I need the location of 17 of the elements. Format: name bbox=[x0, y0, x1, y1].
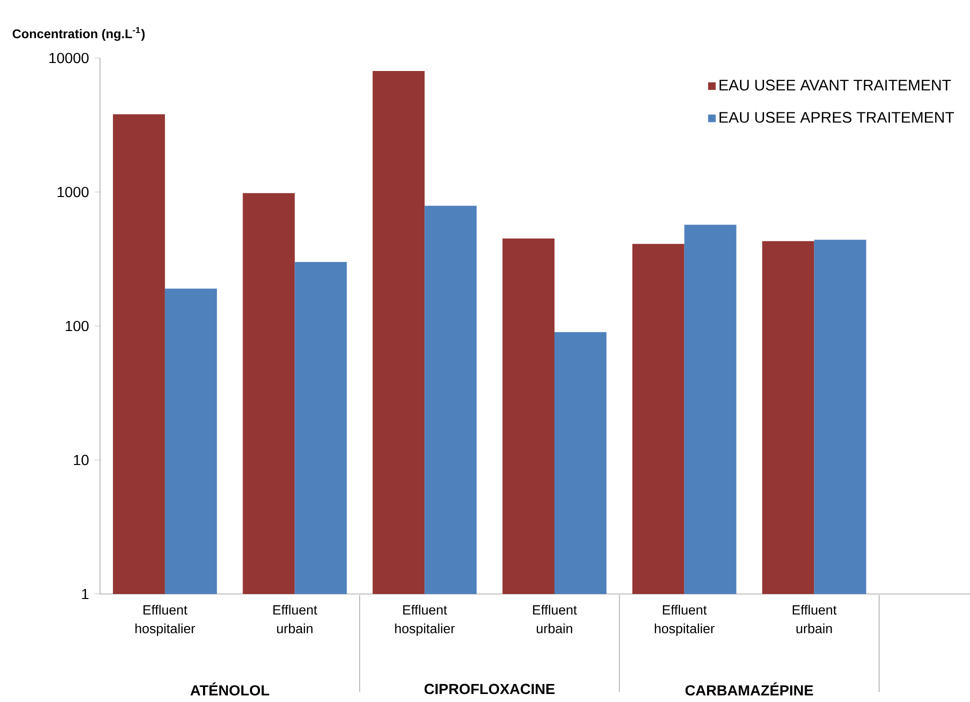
y-tick-label: 10000 bbox=[49, 52, 89, 64]
legend-label: EAU USEE AVANT TRAITEMENT bbox=[720, 80, 951, 91]
text: CARBAMAZÉPINE bbox=[685, 682, 814, 696]
x-tick-label: Effluent hospitalier bbox=[654, 604, 714, 636]
y-tick-label: 10 bbox=[74, 454, 89, 466]
legend-label: EAU USEE APRES TRAITEMENT bbox=[720, 112, 954, 123]
x-tick-label: Effluent urbain bbox=[533, 604, 577, 634]
x-tick-label: Effluent urbain bbox=[273, 604, 318, 634]
x-tick-label: Effluent hospitalier bbox=[135, 604, 196, 636]
y-tick-label: 1000 bbox=[58, 186, 89, 198]
x-tick-label: Effluent hospitalier bbox=[395, 604, 455, 636]
text: CIPROFLOXACINE bbox=[424, 684, 555, 694]
y-tick-label: 100 bbox=[66, 320, 89, 332]
x-tick-label: Effluent urbain bbox=[792, 604, 837, 634]
text: ATÉNOLOL bbox=[190, 682, 270, 696]
y-axis-title: Concentration (ng.L$^{-1}$) bbox=[12, 26, 145, 41]
y-tick-label: 1 bbox=[82, 588, 88, 600]
